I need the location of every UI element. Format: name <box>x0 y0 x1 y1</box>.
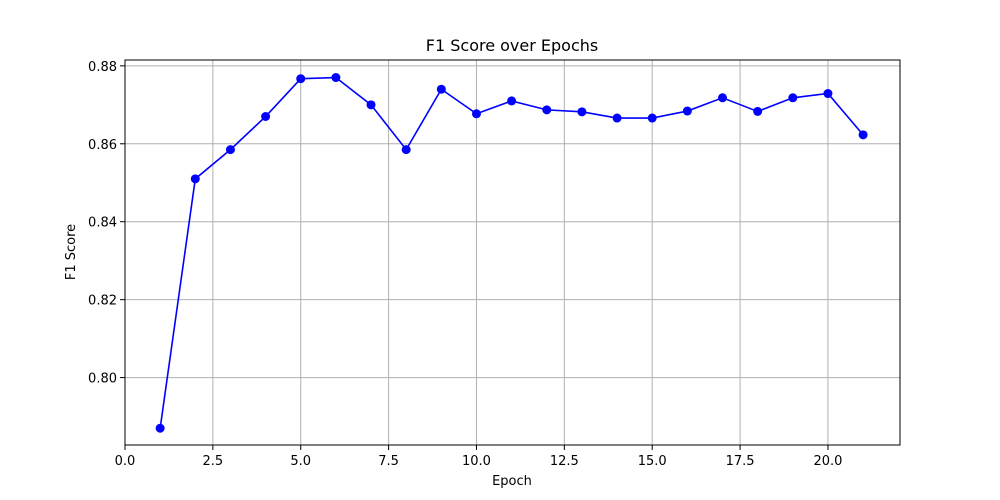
y-tick-label: 0.80 <box>88 372 117 387</box>
x-axis-label: Epoch <box>492 474 532 489</box>
data-point <box>155 423 165 433</box>
data-point <box>366 100 376 110</box>
data-point <box>753 106 763 116</box>
data-point <box>296 74 306 84</box>
data-point <box>261 112 271 122</box>
data-point <box>436 84 446 94</box>
y-tick-label: 0.84 <box>88 216 117 231</box>
data-point <box>471 109 481 119</box>
data-point <box>507 96 517 106</box>
x-tick-label: 10.0 <box>462 454 491 469</box>
data-point <box>331 73 341 83</box>
data-point <box>858 130 868 140</box>
y-tick-label: 0.86 <box>88 138 117 153</box>
chart-title: F1 Score over Epochs <box>426 36 598 55</box>
x-tick-label: 20.0 <box>813 454 842 469</box>
data-series <box>155 73 868 433</box>
grid-lines <box>124 60 900 445</box>
data-point <box>647 113 657 123</box>
axis-ticks: 0.0 2.5 5.0 7.5 10.0 12.5 15.0 17.5 20.0 0.80 0.82… <box>88 60 842 469</box>
data-point <box>718 93 728 103</box>
x-tick-label: 15.0 <box>638 454 667 469</box>
data-point <box>577 107 587 117</box>
series-line <box>159 76 864 429</box>
plot-area-frame <box>124 59 901 446</box>
data-point <box>682 106 692 116</box>
data-point <box>823 89 833 99</box>
x-tick-label: 2.5 <box>203 454 224 469</box>
y-axis-label: F1 Score <box>64 224 79 280</box>
data-point <box>401 145 411 155</box>
data-point <box>542 105 552 115</box>
data-point <box>612 113 622 123</box>
x-tick-label: 0.0 <box>115 454 136 469</box>
data-point <box>225 145 235 155</box>
x-tick-label: 5.0 <box>290 454 311 469</box>
x-tick-label: 7.5 <box>378 454 399 469</box>
data-point <box>190 174 200 184</box>
y-tick-label: 0.88 <box>88 60 117 75</box>
data-point <box>788 93 798 103</box>
x-tick-label: 12.5 <box>550 454 579 469</box>
y-tick-label: 0.82 <box>88 294 117 309</box>
x-tick-label: 17.5 <box>726 454 755 469</box>
